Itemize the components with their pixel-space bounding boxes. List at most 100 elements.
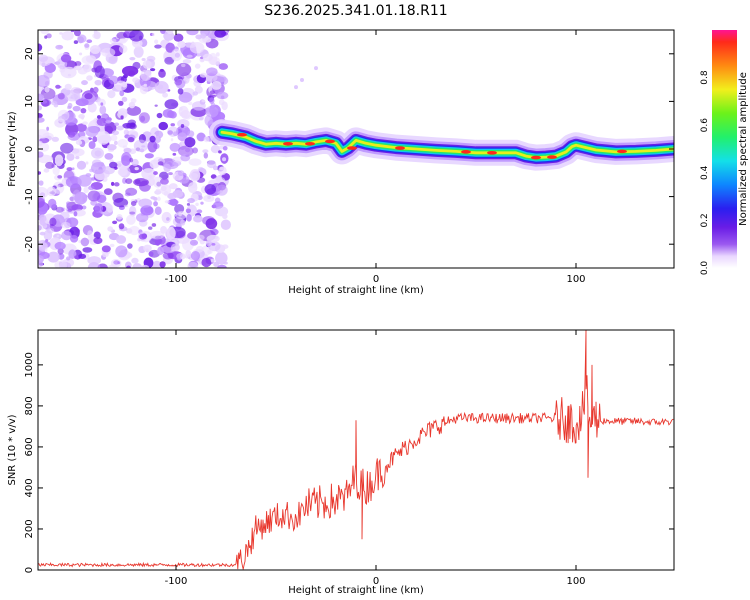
noise-blob bbox=[139, 84, 149, 95]
noise-blob bbox=[154, 206, 162, 215]
noise-blob bbox=[182, 127, 185, 131]
noise-blob bbox=[73, 65, 83, 71]
noise-blob bbox=[167, 199, 179, 206]
noise-blob bbox=[79, 52, 83, 56]
noise-blob bbox=[300, 77, 304, 82]
ridge-peak bbox=[237, 132, 247, 137]
noise-blob bbox=[181, 63, 186, 68]
noise-blob bbox=[211, 81, 222, 90]
noise-blob bbox=[186, 202, 191, 206]
noise-blob bbox=[141, 168, 157, 180]
noise-blob bbox=[154, 81, 169, 94]
noise-blob bbox=[99, 105, 107, 115]
noise-blob bbox=[75, 155, 80, 160]
noise-blob bbox=[71, 148, 85, 157]
noise-blob bbox=[110, 181, 115, 186]
colorbar-tick-label: 0.6 bbox=[700, 118, 710, 133]
noise-blob bbox=[172, 131, 179, 137]
noise-blob bbox=[207, 249, 213, 255]
noise-blob bbox=[112, 220, 118, 225]
noise-blob bbox=[61, 230, 72, 241]
noise-blob bbox=[83, 186, 89, 194]
noise-blob bbox=[186, 214, 192, 222]
noise-blob bbox=[88, 185, 95, 191]
noise-blob bbox=[40, 99, 52, 107]
noise-blob bbox=[220, 219, 231, 230]
noise-blob bbox=[156, 112, 163, 119]
noise-blob bbox=[187, 197, 195, 204]
y-tick-label: 0 bbox=[24, 567, 35, 573]
noise-blob bbox=[142, 60, 152, 69]
noise-blob bbox=[113, 260, 120, 265]
noise-blob bbox=[187, 232, 197, 240]
noise-blob bbox=[91, 67, 98, 73]
noise-blob bbox=[121, 96, 128, 102]
noise-region bbox=[38, 30, 318, 268]
noise-blob bbox=[119, 38, 127, 44]
noise-blob bbox=[77, 34, 87, 43]
noise-blob bbox=[173, 33, 184, 42]
noise-blob bbox=[206, 67, 218, 77]
noise-blob bbox=[38, 214, 47, 223]
noise-blob bbox=[202, 53, 213, 62]
noise-blob bbox=[55, 184, 61, 188]
noise-blob bbox=[76, 160, 87, 170]
noise-blob bbox=[222, 213, 228, 220]
noise-blob bbox=[123, 129, 130, 136]
noise-blob bbox=[155, 188, 161, 193]
colorbar-ticks: 0.0 0.2 0.4 0.6 0.8 bbox=[700, 70, 710, 275]
noise-blob bbox=[126, 122, 136, 129]
noise-blob bbox=[88, 140, 96, 149]
noise-blob bbox=[126, 214, 136, 225]
noise-blob bbox=[161, 211, 172, 224]
noise-blob bbox=[96, 130, 111, 145]
noise-blob bbox=[116, 31, 128, 40]
noise-blob bbox=[92, 32, 100, 39]
noise-blob bbox=[113, 197, 129, 208]
noise-blob bbox=[184, 137, 196, 148]
noise-blob bbox=[60, 54, 72, 63]
noise-blob bbox=[132, 263, 143, 268]
noise-blob bbox=[46, 33, 52, 39]
noise-blob bbox=[174, 79, 183, 86]
noise-blob bbox=[202, 37, 212, 43]
noise-blob bbox=[201, 257, 212, 268]
noise-blob bbox=[178, 145, 194, 157]
x-tick-label: 100 bbox=[566, 274, 585, 285]
noise-blob bbox=[148, 226, 153, 230]
y-tick-label: 200 bbox=[24, 519, 35, 538]
noise-blob bbox=[159, 178, 169, 185]
noise-blob bbox=[138, 112, 150, 124]
noise-blob bbox=[138, 198, 153, 208]
noise-blob bbox=[164, 99, 179, 110]
colorbar-tick-label: 0.0 bbox=[700, 261, 710, 276]
noise-blob bbox=[94, 150, 102, 157]
noise-blob bbox=[210, 102, 216, 107]
noise-blob bbox=[118, 108, 128, 116]
noise-blob bbox=[123, 147, 132, 154]
noise-blob bbox=[164, 56, 175, 65]
noise-blob bbox=[46, 186, 57, 197]
noise-blob bbox=[215, 251, 228, 265]
snr-series bbox=[38, 330, 674, 570]
noise-blob bbox=[56, 234, 60, 238]
noise-blob bbox=[167, 110, 175, 119]
noise-blob bbox=[121, 81, 127, 88]
noise-blob bbox=[205, 240, 212, 247]
noise-blob bbox=[192, 147, 198, 154]
noise-blob bbox=[40, 87, 56, 100]
noise-blob bbox=[216, 91, 229, 100]
noise-blob bbox=[159, 261, 166, 268]
noise-blob bbox=[195, 202, 199, 207]
noise-blob bbox=[187, 130, 195, 138]
noise-blob bbox=[215, 52, 220, 57]
figure-title: S236.2025.341.01.18.R11 bbox=[264, 3, 447, 19]
noise-blob bbox=[198, 117, 204, 121]
noise-blob bbox=[104, 152, 114, 160]
noise-blob bbox=[84, 92, 93, 100]
noise-blob bbox=[153, 201, 158, 207]
x-tick-label: 0 bbox=[373, 274, 379, 285]
noise-blob bbox=[210, 145, 221, 154]
